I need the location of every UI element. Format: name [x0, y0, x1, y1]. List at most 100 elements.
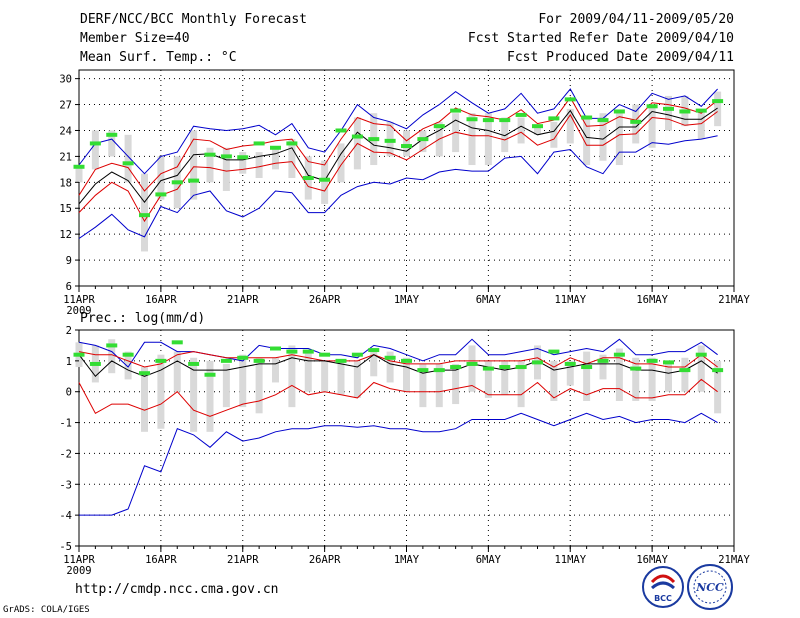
prec-member-bar: [583, 351, 591, 401]
temp-observed-mark: [351, 134, 363, 139]
prec-xtick-label: 26APR: [309, 554, 341, 566]
precipitation-lines: [78, 338, 718, 516]
member-size-label: Member Size=40: [80, 31, 190, 46]
temperature-lines: [78, 88, 718, 239]
prec-observed-mark: [417, 368, 429, 373]
prec-observed-mark: [106, 343, 118, 348]
prec-member-bar: [157, 354, 165, 429]
temp-observed-mark: [466, 117, 478, 122]
prec-member-bar: [648, 357, 656, 401]
temp-observed-mark: [368, 137, 380, 142]
temp-ensemble-mean-line: [78, 107, 718, 205]
prec-observed-mark: [351, 352, 363, 357]
prec-member-bar: [665, 360, 672, 392]
prec-member-bar: [714, 360, 722, 414]
prec-ytick-label: 2: [66, 325, 72, 337]
temp-member-bar: [190, 130, 198, 200]
temp-min-line: [78, 135, 718, 239]
prec-member-bar: [124, 351, 132, 380]
ncc-logo: NCC: [687, 564, 733, 610]
prec-observed-mark: [188, 361, 200, 366]
prec-xtick-label: 11APR: [63, 554, 95, 566]
prec-member-bar: [501, 360, 509, 395]
temp-member-bar: [222, 147, 230, 191]
temp-observed-mark: [89, 141, 101, 146]
prec-member-bar: [288, 345, 296, 408]
prec-observed-mark: [253, 358, 265, 363]
precipitation-axes: -5 -4 -3 -2 -1 0 1 2 11APR 16APR 21APR 26APR 1MAY 6MA…: [59, 325, 750, 577]
forecast-period: For 2009/04/11-2009/05/20: [538, 12, 734, 27]
temp-observed-mark: [384, 138, 396, 143]
prec-xtick-label: 1MAY: [394, 554, 420, 566]
temp-xtick-label: 16APR: [145, 294, 177, 306]
figure-title: DERF/NCC/BCC Monthly Forecast: [80, 12, 307, 27]
temp-member-bar: [468, 113, 476, 166]
prec-member-bar: [141, 367, 148, 432]
temp-ytick-label: 21: [59, 151, 72, 163]
source-url[interactable]: http://cmdp.ncc.cma.gov.cn: [75, 582, 279, 597]
prec-xtick-label: 16MAY: [636, 554, 668, 566]
prec-observed-mark: [663, 360, 674, 365]
temp-member-bar: [141, 173, 148, 252]
prec-ytick-label: -5: [59, 541, 72, 553]
prec-observed-mark: [581, 365, 593, 370]
prec-observed-mark: [466, 361, 478, 366]
prec-member-bar: [435, 363, 443, 408]
temp-ytick-label: 24: [59, 125, 72, 137]
temp-observed-mark: [319, 177, 331, 182]
prec-member-bar: [452, 363, 460, 405]
prec-ytick-label: -2: [59, 448, 72, 460]
temp-member-bar: [665, 95, 672, 131]
prec-member-bar: [272, 357, 279, 383]
temp-member-bar: [566, 108, 574, 144]
temp-observed-mark: [663, 106, 674, 111]
temp-member-bar: [403, 130, 410, 157]
prec-member-bar: [599, 354, 607, 380]
prec-member-bar: [173, 351, 181, 392]
prec-member-bar: [484, 360, 492, 398]
temp-member-bar: [272, 147, 279, 170]
prec-observed-mark: [532, 360, 543, 365]
temp-member-bar: [157, 156, 165, 200]
temp-xtick-label: 11MAY: [554, 294, 586, 306]
temp-member-bar: [239, 152, 247, 174]
temp-xtick-label: 26APR: [309, 294, 341, 306]
temp-member-bar: [91, 130, 99, 170]
prec-xtick-label: 16APR: [145, 554, 177, 566]
temperature-axes: 6 9 12 15 18 21 24 27 30 11APR 16APR 21APR 26APR 1MAY…: [59, 74, 750, 317]
prec-member-bar: [206, 360, 214, 432]
temp-observed-mark: [106, 132, 118, 137]
temp-observed-mark: [695, 108, 707, 113]
temp-member-bar: [534, 126, 541, 135]
prec-observed-mark: [384, 355, 396, 360]
temp-observed-mark: [286, 141, 298, 146]
prec-observed-mark: [335, 358, 347, 363]
prec-observed-mark: [319, 352, 331, 357]
prec-member-bar: [386, 351, 394, 383]
temp-ytick-label: 6: [66, 281, 72, 293]
prec-observed-mark: [237, 355, 249, 360]
prec-observed-mark: [564, 361, 576, 366]
temp-ytick-label: 12: [59, 229, 72, 241]
prec-member-bar: [370, 351, 378, 377]
bcc-logo-ring: [642, 566, 684, 608]
prec-observed-mark: [122, 352, 134, 357]
prec-year-label: 2009: [66, 565, 91, 577]
ncc-logo-text: NCC: [695, 581, 724, 594]
prec-xtick-label: 21APR: [227, 554, 259, 566]
prec-lower-spread-line: [78, 378, 718, 417]
precipitation-panel: -5 -4 -3 -2 -1 0 1 2 11APR 16APR 21APR 26APR 1MAY 6MA…: [59, 325, 750, 577]
prec-observed-mark: [433, 368, 445, 373]
temp-observed-mark: [613, 109, 625, 114]
temp-member-bar: [419, 130, 427, 153]
temperature-panel: 6 9 12 15 18 21 24 27 30 11APR 16APR 21APR 26APR 1MAY…: [59, 69, 750, 317]
prec-member-bar: [566, 360, 574, 386]
prec-member-bar: [337, 360, 345, 395]
temp-observed-mark: [564, 97, 576, 102]
temp-member-bar: [517, 117, 525, 144]
temp-observed-mark: [335, 128, 347, 133]
temp-observed-mark: [270, 145, 281, 150]
temp-observed-mark: [581, 115, 593, 120]
temp-observed-mark: [679, 109, 691, 114]
bcc-logo-text: BCC: [654, 594, 672, 603]
